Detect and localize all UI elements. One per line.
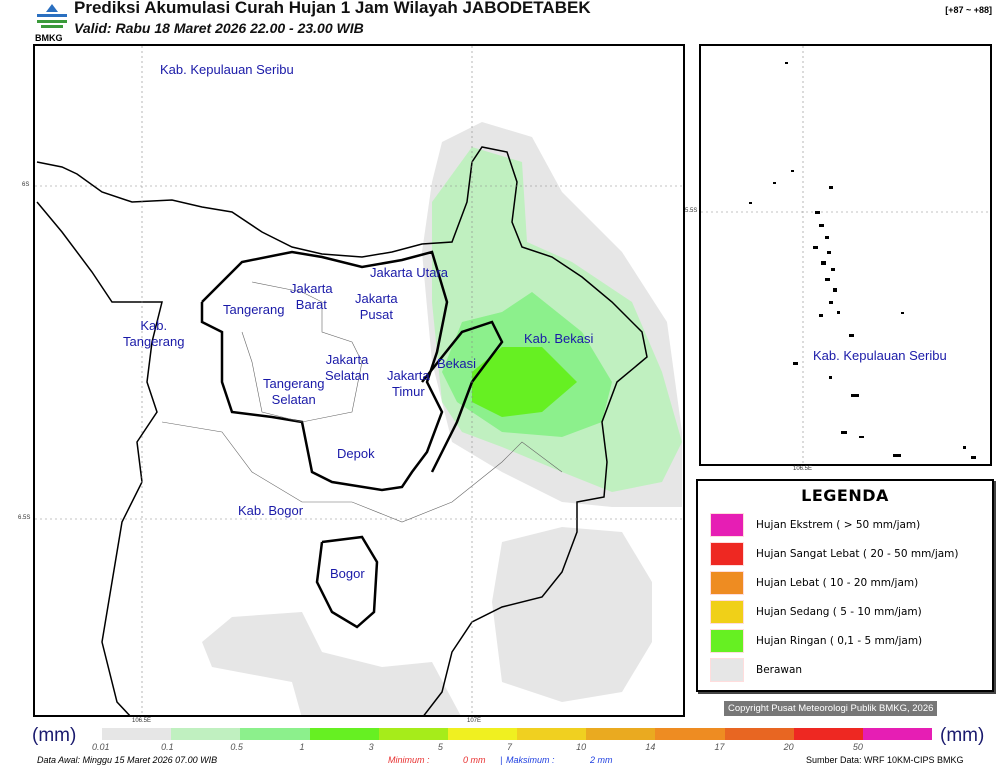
copyright: Copyright Pusat Meteorologi Publik BMKG,… — [724, 701, 938, 716]
colorbar-segment — [793, 728, 863, 740]
legend-label: Hujan Sedang ( 5 - 10 mm/jam) — [756, 606, 922, 618]
colorbar-segment — [517, 728, 587, 740]
colorbar-label: 17 — [714, 742, 725, 752]
colorbar-segment — [447, 728, 518, 740]
legend-swatch — [710, 629, 744, 653]
cloud-area — [202, 612, 461, 715]
colorbar-segment — [724, 728, 794, 740]
colorbar-segment — [586, 728, 656, 740]
region-label: Bekasi — [437, 356, 477, 371]
region-label: Depok — [337, 446, 375, 461]
region-label: Kab. Bekasi — [524, 331, 594, 346]
colorbar-label: 1 — [299, 742, 305, 752]
region-label: Tangerang — [223, 302, 285, 317]
legend-swatch — [710, 571, 744, 595]
legend-label: Hujan Sangat Lebat ( 20 - 50 mm/jam) — [756, 548, 959, 560]
colorbar-segment — [655, 728, 725, 740]
legend-item: Hujan Sedang ( 5 - 10 mm/jam) — [710, 600, 922, 624]
colorbar-label: 20 — [783, 742, 794, 752]
region-label: Kab. Bogor — [238, 503, 304, 518]
unit-label-left: (mm) — [32, 725, 77, 746]
colorbar-label: 0.5 — [230, 742, 243, 752]
colorbar-label: 7 — [507, 742, 513, 752]
cloud-area — [492, 527, 652, 702]
colorbar-segment — [171, 728, 241, 740]
bmkg-logo — [37, 4, 67, 28]
region-label: Jakarta Pusat — [355, 291, 398, 322]
colorbar-segment — [378, 728, 448, 740]
minimum-label: Minimum : — [388, 755, 430, 765]
legend-item: Hujan Ekstrem ( > 50 mm/jam) — [710, 513, 920, 537]
lat-tick: 5.5S — [685, 208, 698, 214]
legend-swatch — [710, 658, 744, 682]
colorbar-label: 3 — [368, 742, 374, 752]
region-label: Jakarta Utara — [370, 265, 449, 280]
legend-label: Hujan Lebat ( 10 - 20 mm/jam) — [756, 577, 919, 589]
colorbar-label: 50 — [852, 742, 863, 752]
legend-title: LEGENDA — [801, 486, 889, 505]
valid-period: Valid: Rabu 18 Maret 2026 22.00 - 23.00 … — [74, 20, 364, 36]
region-label: Tangerang Selatan — [263, 376, 325, 407]
colorbar-label: 0.1 — [161, 742, 174, 752]
page-title: Prediksi Akumulasi Curah Hujan 1 Jam Wil… — [74, 0, 591, 17]
land-outline — [36, 146, 648, 715]
maximum-value: 2 mm — [590, 755, 613, 765]
region-label: Kab. Kepulauan Seribu — [160, 62, 294, 77]
legend-swatch — [710, 513, 744, 537]
legend-swatch — [710, 542, 744, 566]
lat-tick: 6.5S — [18, 515, 31, 521]
maximum-label: Maksimum : — [506, 755, 555, 765]
lon-tick: 107E — [467, 718, 482, 724]
lon-tick: 106.5E — [793, 466, 813, 472]
data-source: Sumber Data: WRF 10KM-CIPS BMKG — [806, 755, 964, 765]
colorbar-label: 10 — [576, 742, 587, 752]
region-label: Jakarta Barat — [290, 281, 333, 312]
legend-item: Berawan — [710, 658, 802, 682]
data-awal: Data Awal: Minggu 15 Maret 2026 07.00 WI… — [37, 755, 218, 765]
legend: LEGENDA Hujan Ekstrem ( > 50 mm/jam) Huja… — [696, 479, 994, 692]
lat-tick: 6S — [22, 182, 30, 188]
colorbar-segment — [240, 728, 310, 740]
lon-tick: 106.5E — [132, 718, 152, 724]
legend-label: Berawan — [756, 664, 803, 676]
moderate-rain-area — [472, 347, 577, 417]
region-label: Bogor — [330, 566, 365, 581]
colorbar-segment — [862, 728, 933, 740]
separator: | — [500, 755, 503, 765]
region-label: Jakarta Selatan — [325, 352, 370, 383]
legend-swatch — [710, 600, 744, 624]
colorbar-segment — [309, 728, 379, 740]
colorbar — [102, 728, 933, 740]
legend-label: Hujan Ekstrem ( > 50 mm/jam) — [756, 519, 921, 531]
colorbar-label: 0.01 — [92, 742, 110, 752]
colorbar-label: 5 — [437, 742, 443, 752]
rain-overlay — [202, 122, 682, 715]
legend-item: Hujan Lebat ( 10 - 20 mm/jam) — [710, 571, 918, 595]
colorbar-label: 14 — [645, 742, 656, 752]
main-map: Kab. Kepulauan Seribu Jakarta Utara Jaka… — [18, 44, 685, 724]
legend-item: Hujan Sangat Lebat ( 20 - 50 mm/jam) — [710, 542, 959, 566]
forecast-range: [+87 ~ +88] — [945, 5, 992, 15]
legend-label: Hujan Ringan ( 0,1 - 5 mm/jam) — [756, 635, 923, 647]
region-label: Jakarta Timur — [387, 368, 430, 399]
region-label: Kab. Tangerang — [123, 318, 185, 349]
minimum-value: 0 mm — [463, 755, 486, 765]
unit-label-right: (mm) — [940, 725, 985, 746]
inset-map: Kab. Kepulauan Seribu 5.5S 106.5E — [685, 44, 992, 472]
region-label: Kab. Kepulauan Seribu — [813, 348, 947, 363]
logo-text: BMKG — [35, 33, 63, 43]
legend-item: Hujan Ringan ( 0,1 - 5 mm/jam) — [710, 629, 922, 653]
colorbar-segment — [102, 728, 172, 740]
